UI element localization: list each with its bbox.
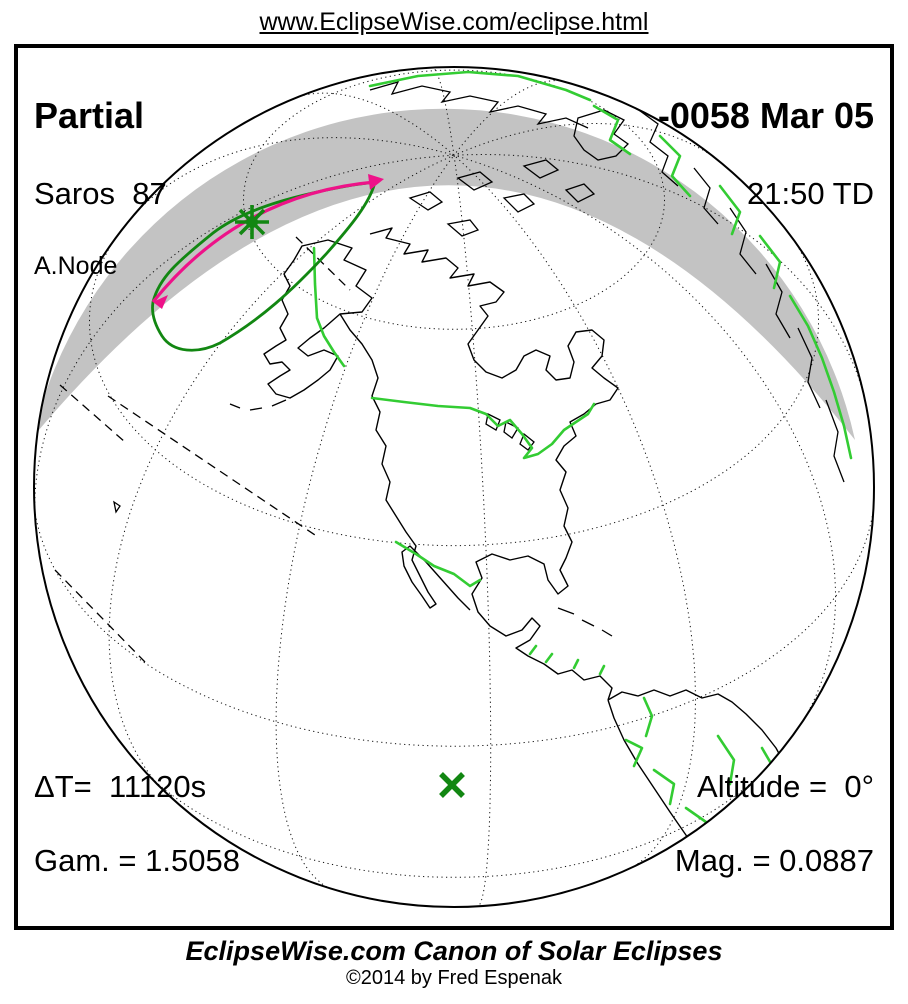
subsolar-point-marker <box>439 772 465 798</box>
eclipse-info-bottom-right: Altitude = 0° Mag. = 0.0887 <box>675 732 874 916</box>
dashed-axis-lines <box>54 236 351 663</box>
pacific-coast <box>339 313 471 611</box>
us-canada-border <box>370 396 596 460</box>
graticule-line <box>243 69 665 330</box>
gamma-value: Gam. = 1.5058 <box>34 843 240 878</box>
alaska-coast <box>263 239 373 399</box>
eclipse-globe-map <box>33 66 875 908</box>
greatest-eclipse-marker <box>235 205 269 239</box>
arctic-islands <box>408 159 596 237</box>
eclipse-info-top-left: Partial Saros 87 A.Node <box>34 58 167 319</box>
eclipse-time: 21:50 TD <box>747 176 874 211</box>
graticule-line <box>34 482 874 747</box>
greenland-coast <box>573 109 630 161</box>
altitude-value: Altitude = 0° <box>697 769 874 804</box>
path-arrow-east <box>368 174 384 190</box>
north-america-coast <box>369 227 619 701</box>
map-frame: Partial Saros 87 A.Node -0058 Mar 05 21:… <box>14 44 894 930</box>
eclipse-features <box>151 174 465 798</box>
saros-label: Saros 87 <box>34 176 167 211</box>
caribbean-islands <box>557 607 613 637</box>
globe-limb <box>33 66 875 908</box>
europe-africa-limb-coast <box>635 107 845 483</box>
hawaii <box>113 500 121 514</box>
alaska-yukon-border <box>312 246 346 368</box>
canon-title: EclipseWise.com Canon of Solar Eclipses <box>185 936 723 966</box>
eclipse-info-bottom-left: ΔT= 11120s Gam. = 1.5058 <box>34 732 240 916</box>
aleutian-islands <box>229 399 287 411</box>
graticule-line <box>286 92 455 156</box>
graticule-line <box>34 154 455 545</box>
eclipse-type-label: Partial <box>34 95 145 136</box>
delta-t-value: ΔT= 11120s <box>34 769 207 804</box>
eclipse-info-top-right: -0058 Mar 05 21:50 TD <box>658 58 874 250</box>
central-america-borders <box>528 644 606 676</box>
node-label: A.Node <box>34 252 118 280</box>
graticule-line <box>453 154 697 874</box>
site-url-link[interactable]: www.EclipseWise.com/eclipse.html <box>259 8 649 36</box>
penumbra-outline-oval <box>151 180 377 352</box>
graticule-line <box>275 154 455 893</box>
coastlines <box>113 80 845 907</box>
graticule-line <box>453 122 734 173</box>
russia-arctic-coast <box>369 80 589 129</box>
europe-africa-borders <box>592 104 853 460</box>
eclipse-date: -0058 Mar 05 <box>657 95 874 136</box>
path-arrow-west <box>153 295 168 309</box>
night-shading <box>34 108 855 440</box>
magnitude-value: Mag. = 0.0887 <box>674 843 874 878</box>
copyright-notice: ©2014 by Fred Espenak <box>346 967 562 989</box>
us-mexico-border <box>394 540 482 588</box>
russia-limb-border <box>368 70 592 102</box>
